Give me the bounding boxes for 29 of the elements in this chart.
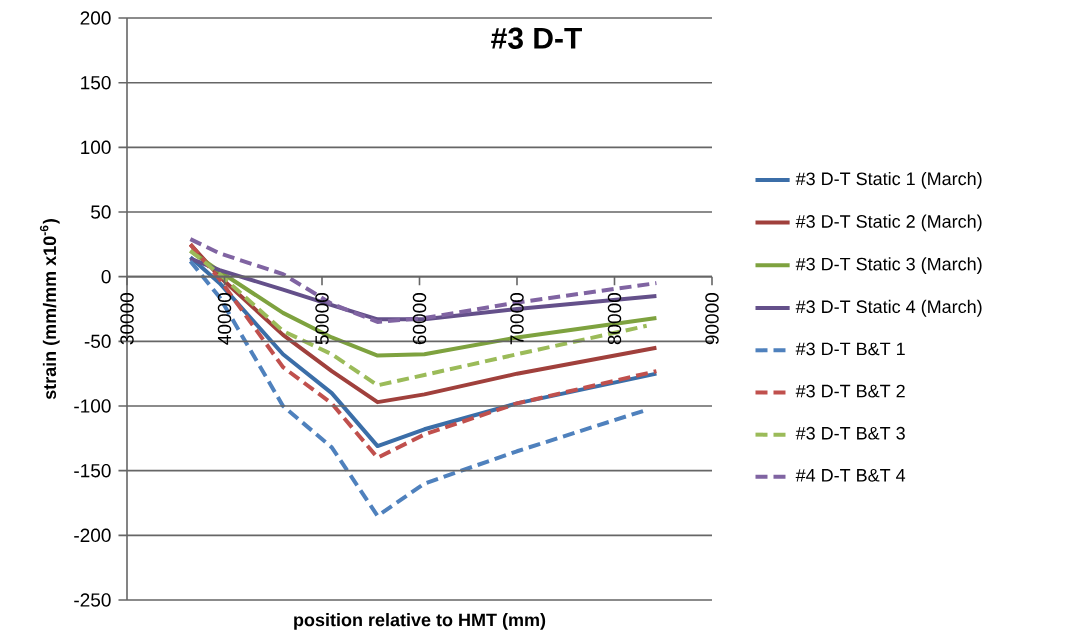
legend-label: #3 D-T B&T 3: [795, 426, 905, 440]
x-tick-label: 50000: [315, 293, 329, 345]
x-tick-label: 30000: [120, 293, 134, 345]
legend-label: #3 D-T Static 2 (March): [795, 214, 982, 232]
x-tick-label: 60000: [412, 293, 427, 345]
legend-label: #3 D-T B&T 2: [795, 384, 905, 398]
line-series: [188, 248, 649, 388]
y-axis-title: strain (mm/mm x10$^{-6}$): [39, 219, 60, 400]
x-tick-label: 80000: [607, 293, 622, 345]
legend-label: #4 D-T B&T 4: [795, 469, 906, 482]
y-tick-label: 100: [81, 140, 111, 155]
y-tick-label: -150: [74, 463, 111, 478]
y-tick-label: -200: [74, 528, 111, 543]
y-tick-label: 200: [80, 11, 111, 25]
legend-label: #3 D-T B&T 1: [795, 342, 905, 356]
legend-label: #3 D-T Static 4 (March): [795, 299, 982, 317]
y-tick-label: -50: [84, 334, 111, 349]
x-axis-title: position relative to HMT (mm): [294, 613, 546, 630]
x-tick-label: 40000: [217, 293, 232, 345]
x-tick-label: 70000: [510, 293, 524, 345]
y-tick-label: 50: [91, 205, 111, 219]
y-tick-label: -250: [74, 593, 111, 607]
y-tick-label: 0: [101, 269, 111, 284]
legend-label: #3 D-T Static 3 (March): [795, 257, 982, 275]
legend-label: #3 D-T Static 1 (March): [795, 171, 982, 189]
chart-title: #3 D-T: [491, 27, 582, 49]
x-tick-label: 90000: [705, 293, 719, 345]
y-tick-label: 150: [81, 75, 111, 90]
y-tick-label: -100: [74, 399, 111, 413]
